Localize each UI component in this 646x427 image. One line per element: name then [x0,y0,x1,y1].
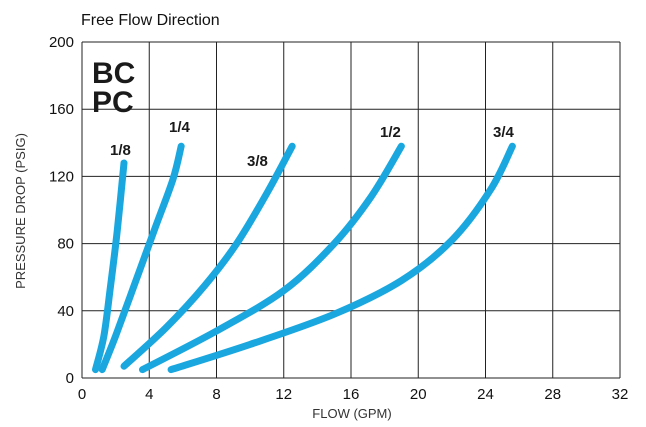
curve-1-2 [139,142,405,374]
x-tick-label: 16 [343,386,360,403]
x-tick-label: 20 [410,386,427,403]
curve-label-1-4: 1/4 [169,119,191,136]
y-tick-label: 160 [49,101,74,118]
curve-label-1-8: 1/8 [110,142,131,159]
curve-label-3-4: 3/4 [493,124,515,141]
curve-3-4 [167,142,516,374]
curve-3-8 [120,142,296,370]
x-tick-label: 32 [612,386,629,403]
y-tick-label: 0 [66,370,74,387]
curve-label-3-8: 3/8 [247,153,268,170]
curve-1-4 [98,142,185,374]
y-tick-label: 80 [57,236,74,253]
x-tick-label: 0 [78,386,86,403]
brand-label-pc: PC [92,86,134,119]
curve-1-8 [92,159,128,374]
y-tick-labels: 0 40 80 120 160 200 [49,34,74,387]
x-tick-label: 8 [212,386,220,403]
x-tick-label: 28 [544,386,561,403]
y-tick-label: 200 [49,34,74,51]
curve-label-1-2: 1/2 [380,124,401,141]
chart-title: Free Flow Direction [81,12,220,29]
x-tick-labels: 0 4 8 12 16 20 24 28 32 [78,386,629,403]
x-axis-label: FLOW (GPM) [312,406,391,421]
y-axis-label: PRESSURE DROP (PSIG) [13,133,28,289]
x-tick-label: 4 [145,386,153,403]
x-tick-label: 12 [275,386,292,403]
y-tick-label: 120 [49,168,74,185]
y-tick-label: 40 [57,303,74,320]
brand-label-bc: BC [92,57,135,90]
flow-curves [92,142,516,374]
grid-lines [81,41,621,379]
x-tick-label: 24 [477,386,494,403]
